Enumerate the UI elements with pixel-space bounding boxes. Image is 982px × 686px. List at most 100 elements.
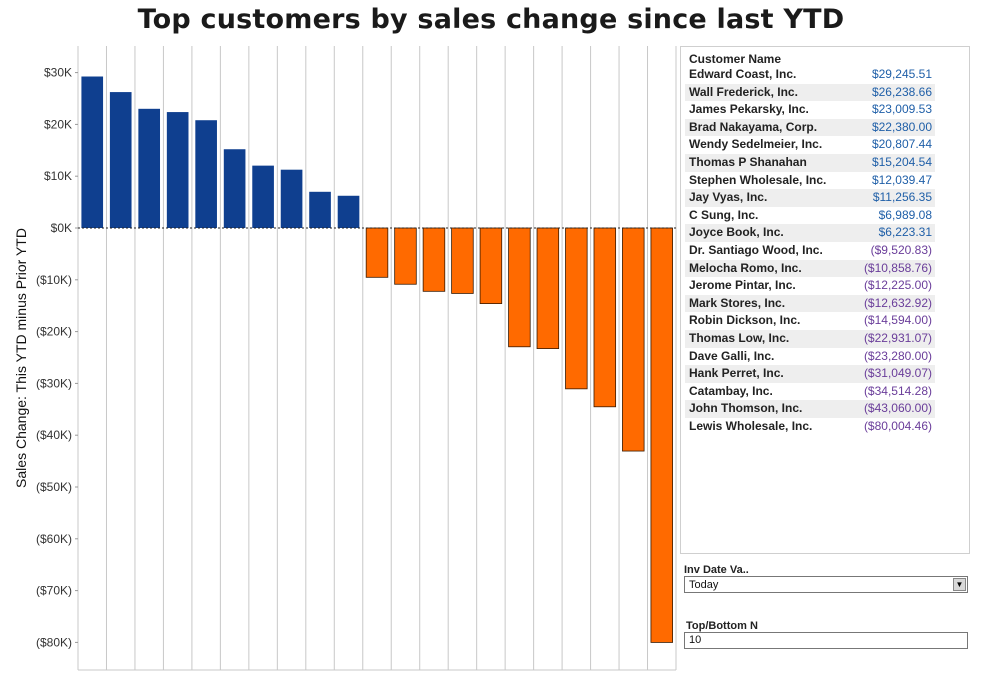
customer-name: Edward Coast, Inc. <box>689 67 797 81</box>
bar[interactable] <box>337 195 360 228</box>
bar[interactable] <box>394 227 417 285</box>
date-filter-value: Today <box>689 579 719 591</box>
customer-name: Jay Vyas, Inc. <box>689 190 768 205</box>
table-row[interactable]: Lewis Wholesale, Inc. ($80,004.46) <box>685 418 935 436</box>
topn-label: Top/Bottom N <box>686 620 758 632</box>
sales-change-value: $11,256.35 <box>872 190 932 205</box>
table-row[interactable]: Thomas P Shanahan $15,204.54 <box>685 153 935 172</box>
customer-name: Dave Galli, Inc. <box>689 348 775 363</box>
customer-name: Mark Stores, Inc. <box>689 295 786 310</box>
table-row[interactable]: Thomas Low, Inc. ($22,931.07) <box>685 329 935 348</box>
customer-name: Hank Perret, Inc. <box>689 366 784 381</box>
table-row[interactable]: Robin Dickson, Inc. ($14,594.00) <box>685 312 935 330</box>
bar[interactable] <box>508 227 531 348</box>
bar[interactable] <box>451 227 474 294</box>
bar[interactable] <box>195 120 217 228</box>
bar[interactable] <box>223 149 246 228</box>
bar[interactable] <box>650 227 673 643</box>
y-tick-label: ($30K) <box>36 376 72 390</box>
table-row[interactable]: Brad Nakayama, Corp. $22,380.00 <box>685 118 935 137</box>
table-row[interactable]: Melocha Romo, Inc. ($10,858.76) <box>685 259 935 278</box>
date-filter-dropdown[interactable]: Today ▼ <box>684 576 968 593</box>
sales-change-value: $22,380.00 <box>871 119 932 134</box>
y-axis-ticks: $30K $20K $10K $0K ($10K) ($20K) ($30K) ($40K) (… <box>36 66 78 649</box>
bar[interactable] <box>422 227 446 292</box>
sales-change-value: $12,039.47 <box>871 172 932 187</box>
bar[interactable] <box>479 227 503 304</box>
customer-name: Stephen Wholesale, Inc. <box>689 172 827 187</box>
sales-change-value: ($80,004.46) <box>863 418 932 433</box>
bar[interactable] <box>138 108 161 228</box>
chart-grid <box>77 46 677 671</box>
table-row[interactable]: Hank Perret, Inc. ($31,049.07) <box>685 365 935 383</box>
table-row[interactable]: Wall Frederick, Inc. $26,238.66 <box>685 83 935 102</box>
sales-change-value: ($10,858.76) <box>863 260 932 275</box>
y-tick-label: ($60K) <box>36 532 72 546</box>
customer-name: John Thomson, Inc. <box>689 401 803 416</box>
customer-name: Lewis Wholesale, Inc. <box>689 418 813 433</box>
bar[interactable] <box>252 165 274 228</box>
customer-table-panel: Customer Name Edward Coast, Inc. $29,245.… <box>680 46 970 554</box>
customer-name: Brad Nakayama, Corp. <box>689 119 818 134</box>
sales-change-value: $20,807.44 <box>871 137 932 152</box>
bar[interactable] <box>309 191 331 228</box>
y-tick-label: ($80K) <box>36 635 72 649</box>
sales-change-value: ($43,060.00) <box>863 401 932 416</box>
table-row[interactable]: James Pekarsky, Inc. $23,009.53 <box>685 101 935 119</box>
table-row[interactable]: Mark Stores, Inc. ($12,632.92) <box>685 294 935 313</box>
customer-name: Thomas P Shanahan <box>689 154 807 169</box>
sales-change-value: ($23,280.00) <box>863 348 932 363</box>
customer-name: Catambay, Inc. <box>689 383 773 398</box>
customer-name: Robin Dickson, Inc. <box>689 313 801 328</box>
table-row[interactable]: Jerome Pintar, Inc. ($12,225.00) <box>685 277 935 295</box>
sales-change-value: ($9,520.83) <box>870 242 932 257</box>
sales-change-value: $29,245.51 <box>871 67 932 81</box>
table-row[interactable]: Edward Coast, Inc. $29,245.51 <box>685 66 935 84</box>
bar[interactable] <box>166 112 189 228</box>
y-tick-label: ($50K) <box>36 480 72 494</box>
bar[interactable] <box>565 227 588 390</box>
bar[interactable] <box>81 76 104 228</box>
sales-change-value: $26,238.66 <box>871 84 932 99</box>
bar[interactable] <box>365 227 389 278</box>
customer-name: Melocha Romo, Inc. <box>689 260 802 275</box>
customer-name: James Pekarsky, Inc. <box>689 102 809 117</box>
bar[interactable] <box>593 227 617 408</box>
sales-change-value: ($31,049.07) <box>863 366 932 381</box>
sales-change-value: ($12,632.92) <box>863 295 932 310</box>
sales-change-value: ($12,225.00) <box>863 278 932 293</box>
chart-bars <box>81 76 673 643</box>
table-row[interactable]: C Sung, Inc. $6,989.08 <box>685 207 935 225</box>
y-axis-label: Sales Change: This YTD minus Prior YTD <box>13 228 29 488</box>
customer-name: Wendy Sedelmeier, Inc. <box>689 137 823 152</box>
y-tick-label: $20K <box>44 117 72 131</box>
bar[interactable] <box>536 227 560 349</box>
topn-input[interactable]: 10 <box>684 632 968 649</box>
chart-title: Top customers by sales change since last… <box>137 4 845 35</box>
sales-change-value: $23,009.53 <box>871 102 932 117</box>
customer-name: Jerome Pintar, Inc. <box>689 278 796 293</box>
y-tick-label: $30K <box>44 66 72 80</box>
y-tick-label: ($10K) <box>36 273 72 287</box>
bar[interactable] <box>280 169 303 228</box>
table-row[interactable]: John Thomson, Inc. ($43,060.00) <box>685 400 935 418</box>
sales-change-value: ($14,594.00) <box>863 313 932 328</box>
customer-name: Thomas Low, Inc. <box>689 330 790 345</box>
table-row[interactable]: Catambay, Inc. ($34,514.28) <box>685 383 935 401</box>
table-row[interactable]: Joyce Book, Inc. $6,223.31 <box>685 224 935 242</box>
table-row[interactable]: Jay Vyas, Inc. $11,256.35 <box>685 189 935 207</box>
customer-name: Wall Frederick, Inc. <box>689 84 798 99</box>
table-row[interactable]: Dave Galli, Inc. ($23,280.00) <box>685 348 935 366</box>
y-tick-label: ($40K) <box>36 428 72 442</box>
table-row[interactable]: Stephen Wholesale, Inc. $12,039.47 <box>685 172 935 190</box>
table-row[interactable]: Dr. Santiago Wood, Inc. ($9,520.83) <box>685 242 935 260</box>
date-filter-label: Inv Date Va.. <box>684 564 749 576</box>
customer-name: Joyce Book, Inc. <box>689 225 784 240</box>
y-tick-label: ($70K) <box>36 584 72 598</box>
table-row[interactable]: Wendy Sedelmeier, Inc. $20,807.44 <box>685 136 935 154</box>
bar[interactable] <box>622 227 645 452</box>
sales-change-value: $15,204.54 <box>871 154 932 169</box>
bar[interactable] <box>109 92 132 228</box>
chevron-down-icon[interactable]: ▼ <box>953 578 966 591</box>
bar-chart: $30K $20K $10K $0K ($10K) ($20K) ($30K) ($40K) (… <box>13 46 677 671</box>
